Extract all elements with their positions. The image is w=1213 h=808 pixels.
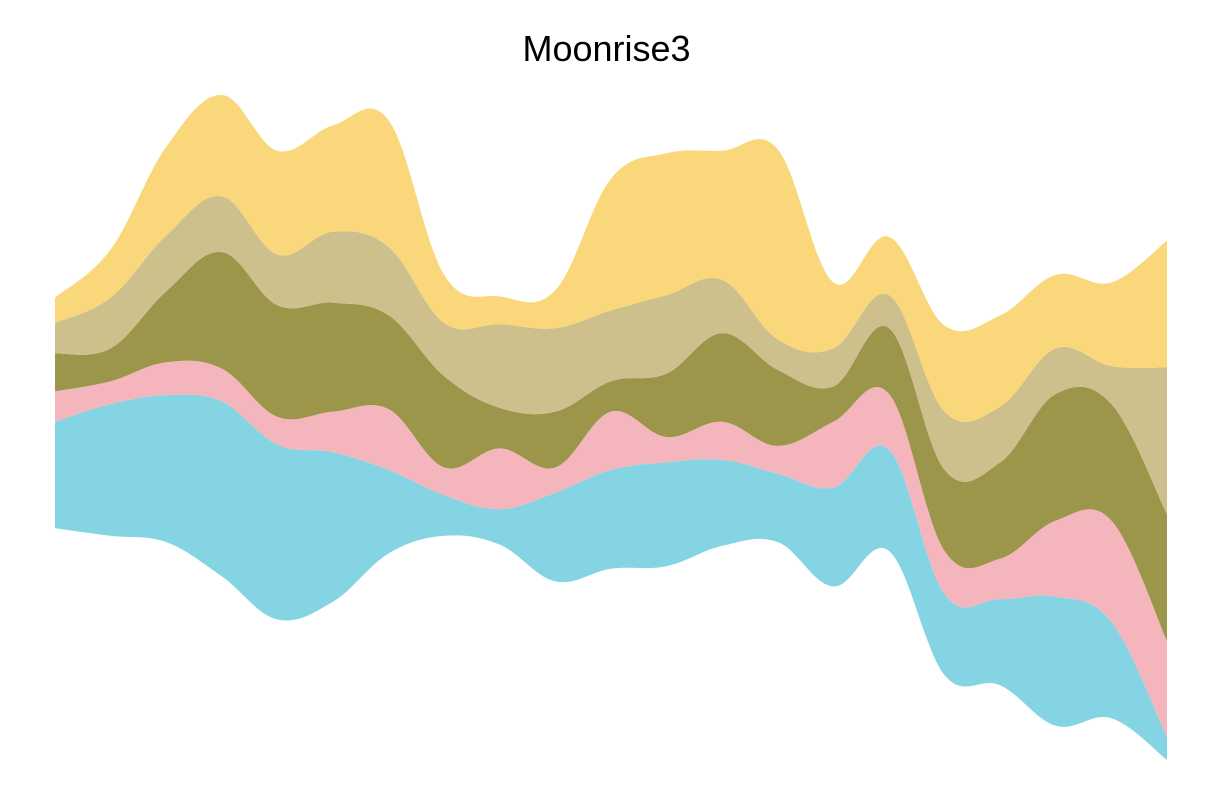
chart-title: Moonrise3: [522, 28, 691, 69]
stream-layer-4: [55, 196, 1167, 515]
stream-layer-3: [55, 251, 1167, 641]
stream-layer-5: [55, 94, 1167, 422]
stream-layers: [55, 94, 1167, 760]
stream-layer-1: [55, 394, 1167, 760]
stream-layer-2: [55, 360, 1167, 738]
